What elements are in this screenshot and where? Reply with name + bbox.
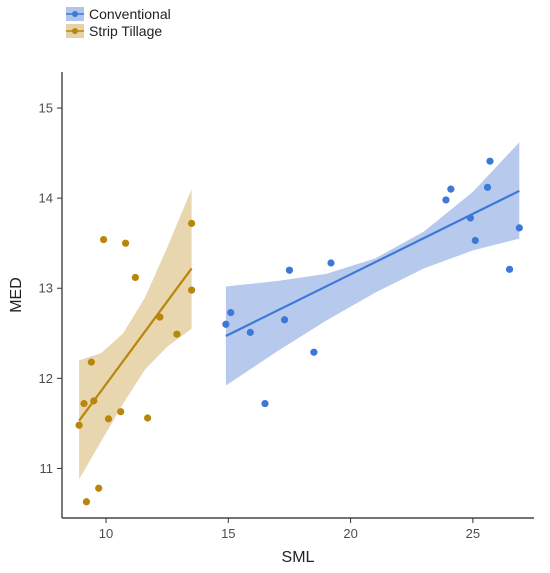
strip-tillage-point <box>117 408 125 416</box>
strip-tillage-point <box>75 421 83 429</box>
conventional-point <box>285 266 294 274</box>
conventional-point <box>222 320 230 328</box>
strip-tillage-point <box>173 330 181 338</box>
strip-tillage-point <box>104 415 113 423</box>
strip-tillage-point <box>188 286 196 294</box>
x-tick-label: 15 <box>221 526 235 541</box>
strip-tillage-legend-marker <box>72 28 78 34</box>
strip-tillage-point <box>90 397 98 405</box>
y-tick-label: 11 <box>40 461 54 476</box>
y-tick-label: 15 <box>39 101 53 116</box>
strip-tillage-point <box>99 235 108 244</box>
strip-tillage-point <box>95 484 103 492</box>
data-points <box>75 157 523 506</box>
conventional-point <box>246 328 254 336</box>
conventional-legend-marker <box>72 11 78 17</box>
strip-tillage-point <box>82 498 91 506</box>
strip-tillage-point <box>87 358 95 366</box>
conventional-point <box>471 236 479 245</box>
x-tick-label: 25 <box>466 526 480 541</box>
strip-tillage-point <box>188 219 196 227</box>
conventional-point <box>310 348 318 356</box>
strip-tillage-point <box>131 273 139 282</box>
conventional-point <box>327 259 335 267</box>
conventional-point <box>486 157 494 165</box>
x-tick-label: 10 <box>99 526 113 541</box>
y-tick-label: 13 <box>39 281 53 296</box>
y-axis-title: MED <box>8 277 25 313</box>
strip-tillage-point <box>143 414 152 422</box>
axes <box>61 72 534 519</box>
conventional-fit-line <box>225 189 520 337</box>
x-ticks: 10 15 20 25 <box>99 518 480 541</box>
y-tick-label: 14 <box>39 191 53 206</box>
y-ticks: 11 12 13 14 15 <box>39 101 62 476</box>
strip-tillage-point <box>156 313 164 321</box>
x-tick-label: 20 <box>343 526 357 541</box>
y-tick-label: 12 <box>39 371 53 386</box>
conventional-point <box>466 214 475 222</box>
strip-tillage-legend-label: Strip Tillage <box>89 23 162 39</box>
conventional-point <box>227 308 235 317</box>
conventional-point <box>483 183 492 191</box>
confidence-bands <box>79 142 520 480</box>
conventional-point <box>280 316 289 324</box>
strip-tillage-point <box>121 239 130 247</box>
conventional-point <box>515 224 523 232</box>
x-axis-title: SML <box>282 549 315 566</box>
conventional-legend-label: Conventional <box>89 6 171 22</box>
conventional-point <box>261 399 269 408</box>
conventional-point <box>447 185 455 193</box>
strip-tillage-confidence-band <box>79 189 192 480</box>
strip-tillage-point <box>80 399 88 408</box>
strip-tillage-fit-line <box>78 267 193 422</box>
conventional-point <box>505 265 514 273</box>
conventional-point <box>442 196 450 204</box>
